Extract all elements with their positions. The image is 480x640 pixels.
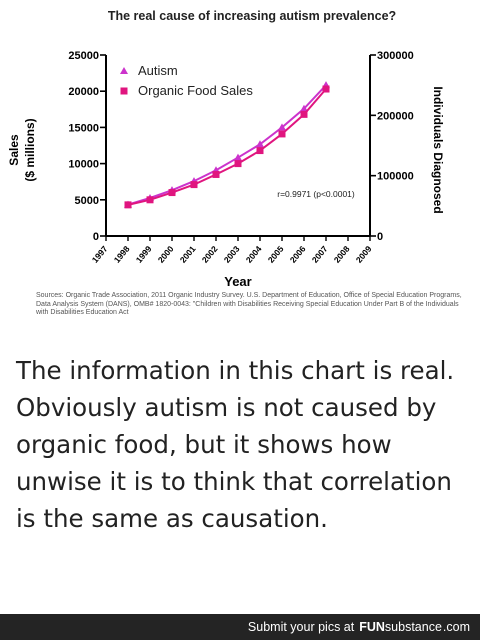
chart-title: The real cause of increasing autism prev… (108, 9, 396, 23)
organic-data-point (322, 85, 330, 93)
correlation-annotation: r=0.9971 (p<0.0001) (277, 189, 355, 199)
caption-text: The information in this chart is real. O… (16, 356, 455, 533)
autism-data-point (256, 140, 264, 148)
legend-organic-label: Organic Food Sales (138, 83, 253, 98)
x-axis-label: Year (224, 274, 251, 289)
legend-autism-marker (120, 67, 128, 74)
left-axis-label-line2: ($ millions) (23, 118, 37, 181)
sources-note: Sources: Organic Trade Association, 2011… (36, 292, 462, 316)
organic-series-line (127, 88, 327, 206)
organic-data-point (212, 170, 220, 178)
brand-logo[interactable]: FUNsubstance (359, 620, 442, 634)
x-tick-label: 1999 (134, 244, 154, 265)
left-tick-label: 0 (93, 231, 99, 243)
organic-data-point (278, 130, 286, 138)
left-axis-label-line1: Sales (7, 134, 21, 166)
organic-data-point (124, 201, 132, 209)
legend-organic-marker (120, 87, 128, 95)
right-axis-label: Individuals Diagnosed (431, 86, 445, 213)
left-tick-label: 5000 (75, 195, 99, 207)
brand-light: substance (384, 620, 442, 634)
organic-data-point (256, 147, 264, 155)
legend-autism-label: Autism (138, 63, 178, 78)
autism-data-point (234, 153, 242, 161)
autism-data-point (278, 123, 286, 131)
x-tick-label: 2003 (222, 244, 242, 265)
organic-data-point (234, 160, 242, 168)
left-tick-label: 15000 (68, 122, 99, 134)
x-tick-label: 2008 (332, 244, 352, 265)
chart-svg: The real cause of increasing autism prev… (7, 9, 445, 289)
x-tick-label: 2000 (156, 244, 176, 265)
x-tick-label: 2004 (244, 244, 264, 265)
autism-series-line (127, 84, 327, 206)
right-tick-label: 300000 (377, 50, 414, 62)
organic-data-point (146, 196, 154, 204)
right-tick-label: 100000 (377, 171, 414, 183)
x-tick-label: 2005 (266, 244, 286, 265)
brand-tld: .com (442, 620, 470, 634)
x-tick-label: 2002 (200, 244, 220, 265)
footer-text: Submit your pics at (247, 620, 355, 634)
autism-data-point (300, 104, 308, 112)
x-tick-label: 1998 (112, 244, 132, 265)
organic-data-point (300, 110, 308, 118)
right-tick-label: 0 (377, 231, 383, 243)
right-tick-label: 200000 (377, 110, 414, 122)
organic-data-point (190, 181, 198, 189)
left-tick-label: 20000 (68, 86, 99, 98)
organic-data-point (168, 189, 176, 197)
brand-bold: FUN (359, 620, 385, 634)
chart: The real cause of increasing autism prev… (7, 9, 445, 289)
x-tick-label: 2006 (288, 244, 308, 265)
left-tick-label: 25000 (68, 50, 99, 62)
left-tick-label: 10000 (68, 159, 99, 171)
x-tick-label: 2009 (354, 244, 374, 265)
x-tick-label: 2001 (178, 244, 198, 265)
x-tick-label: 2007 (310, 244, 330, 265)
site-footer: Submit your pics at FUNsubstance .com (0, 614, 480, 640)
x-tick-label: 1997 (90, 244, 110, 265)
